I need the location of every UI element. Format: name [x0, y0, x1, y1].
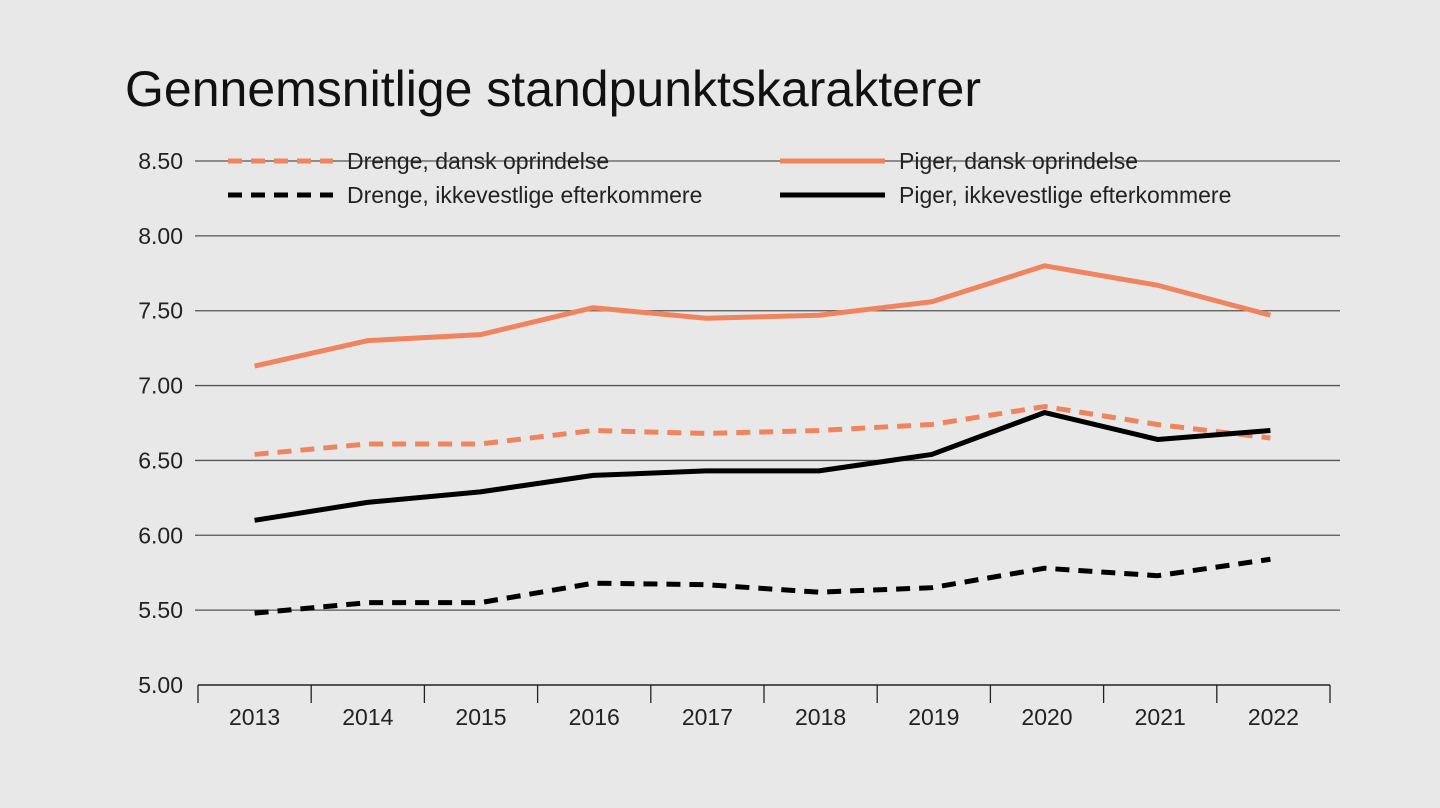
y-tick-label: 6.50	[138, 447, 183, 473]
gridlines	[195, 160, 1340, 611]
legend: Drenge, dansk oprindelse Piger, dansk opr…	[228, 148, 1231, 208]
x-axis: 2013 2014 2015 2016 2017 2018 2019 2020 2021 2022	[197, 684, 1331, 730]
y-axis: 5.00 5.50 6.00 6.50 7.00 7.50 8.00 8.50	[138, 148, 183, 698]
x-tick-label: 2017	[682, 704, 733, 730]
x-tick-label: 2016	[569, 704, 620, 730]
y-tick-label: 8.00	[138, 223, 183, 249]
legend-label: Piger, ikkevestlige efterkommere	[899, 182, 1231, 208]
y-tick-label: 6.00	[138, 522, 183, 548]
y-tick-label: 7.00	[138, 373, 183, 399]
chart-title: Gennemsnitlige standpunktskarakterer	[125, 61, 981, 117]
y-tick-label: 8.50	[138, 148, 183, 174]
x-tick-label: 2021	[1135, 704, 1186, 730]
series-lines	[254, 263, 1272, 616]
series-line	[254, 410, 1271, 523]
series-line	[254, 263, 1272, 369]
y-tick-label: 5.00	[138, 672, 183, 698]
series-line	[254, 404, 1271, 457]
legend-label: Drenge, ikkevestlige efterkommere	[347, 182, 702, 208]
series-line	[254, 556, 1271, 616]
y-tick-label: 7.50	[138, 298, 183, 324]
x-tick-label: 2019	[908, 704, 959, 730]
x-tick-label: 2020	[1021, 704, 1072, 730]
legend-label: Drenge, dansk oprindelse	[347, 148, 609, 174]
x-tick-label: 2013	[229, 704, 280, 730]
x-tick-label: 2018	[795, 704, 846, 730]
x-tick-label: 2014	[342, 704, 393, 730]
y-tick-label: 5.50	[138, 597, 183, 623]
legend-label: Piger, dansk oprindelse	[899, 148, 1138, 174]
x-tick-label: 2015	[455, 704, 506, 730]
x-tick-label: 2022	[1248, 704, 1299, 730]
